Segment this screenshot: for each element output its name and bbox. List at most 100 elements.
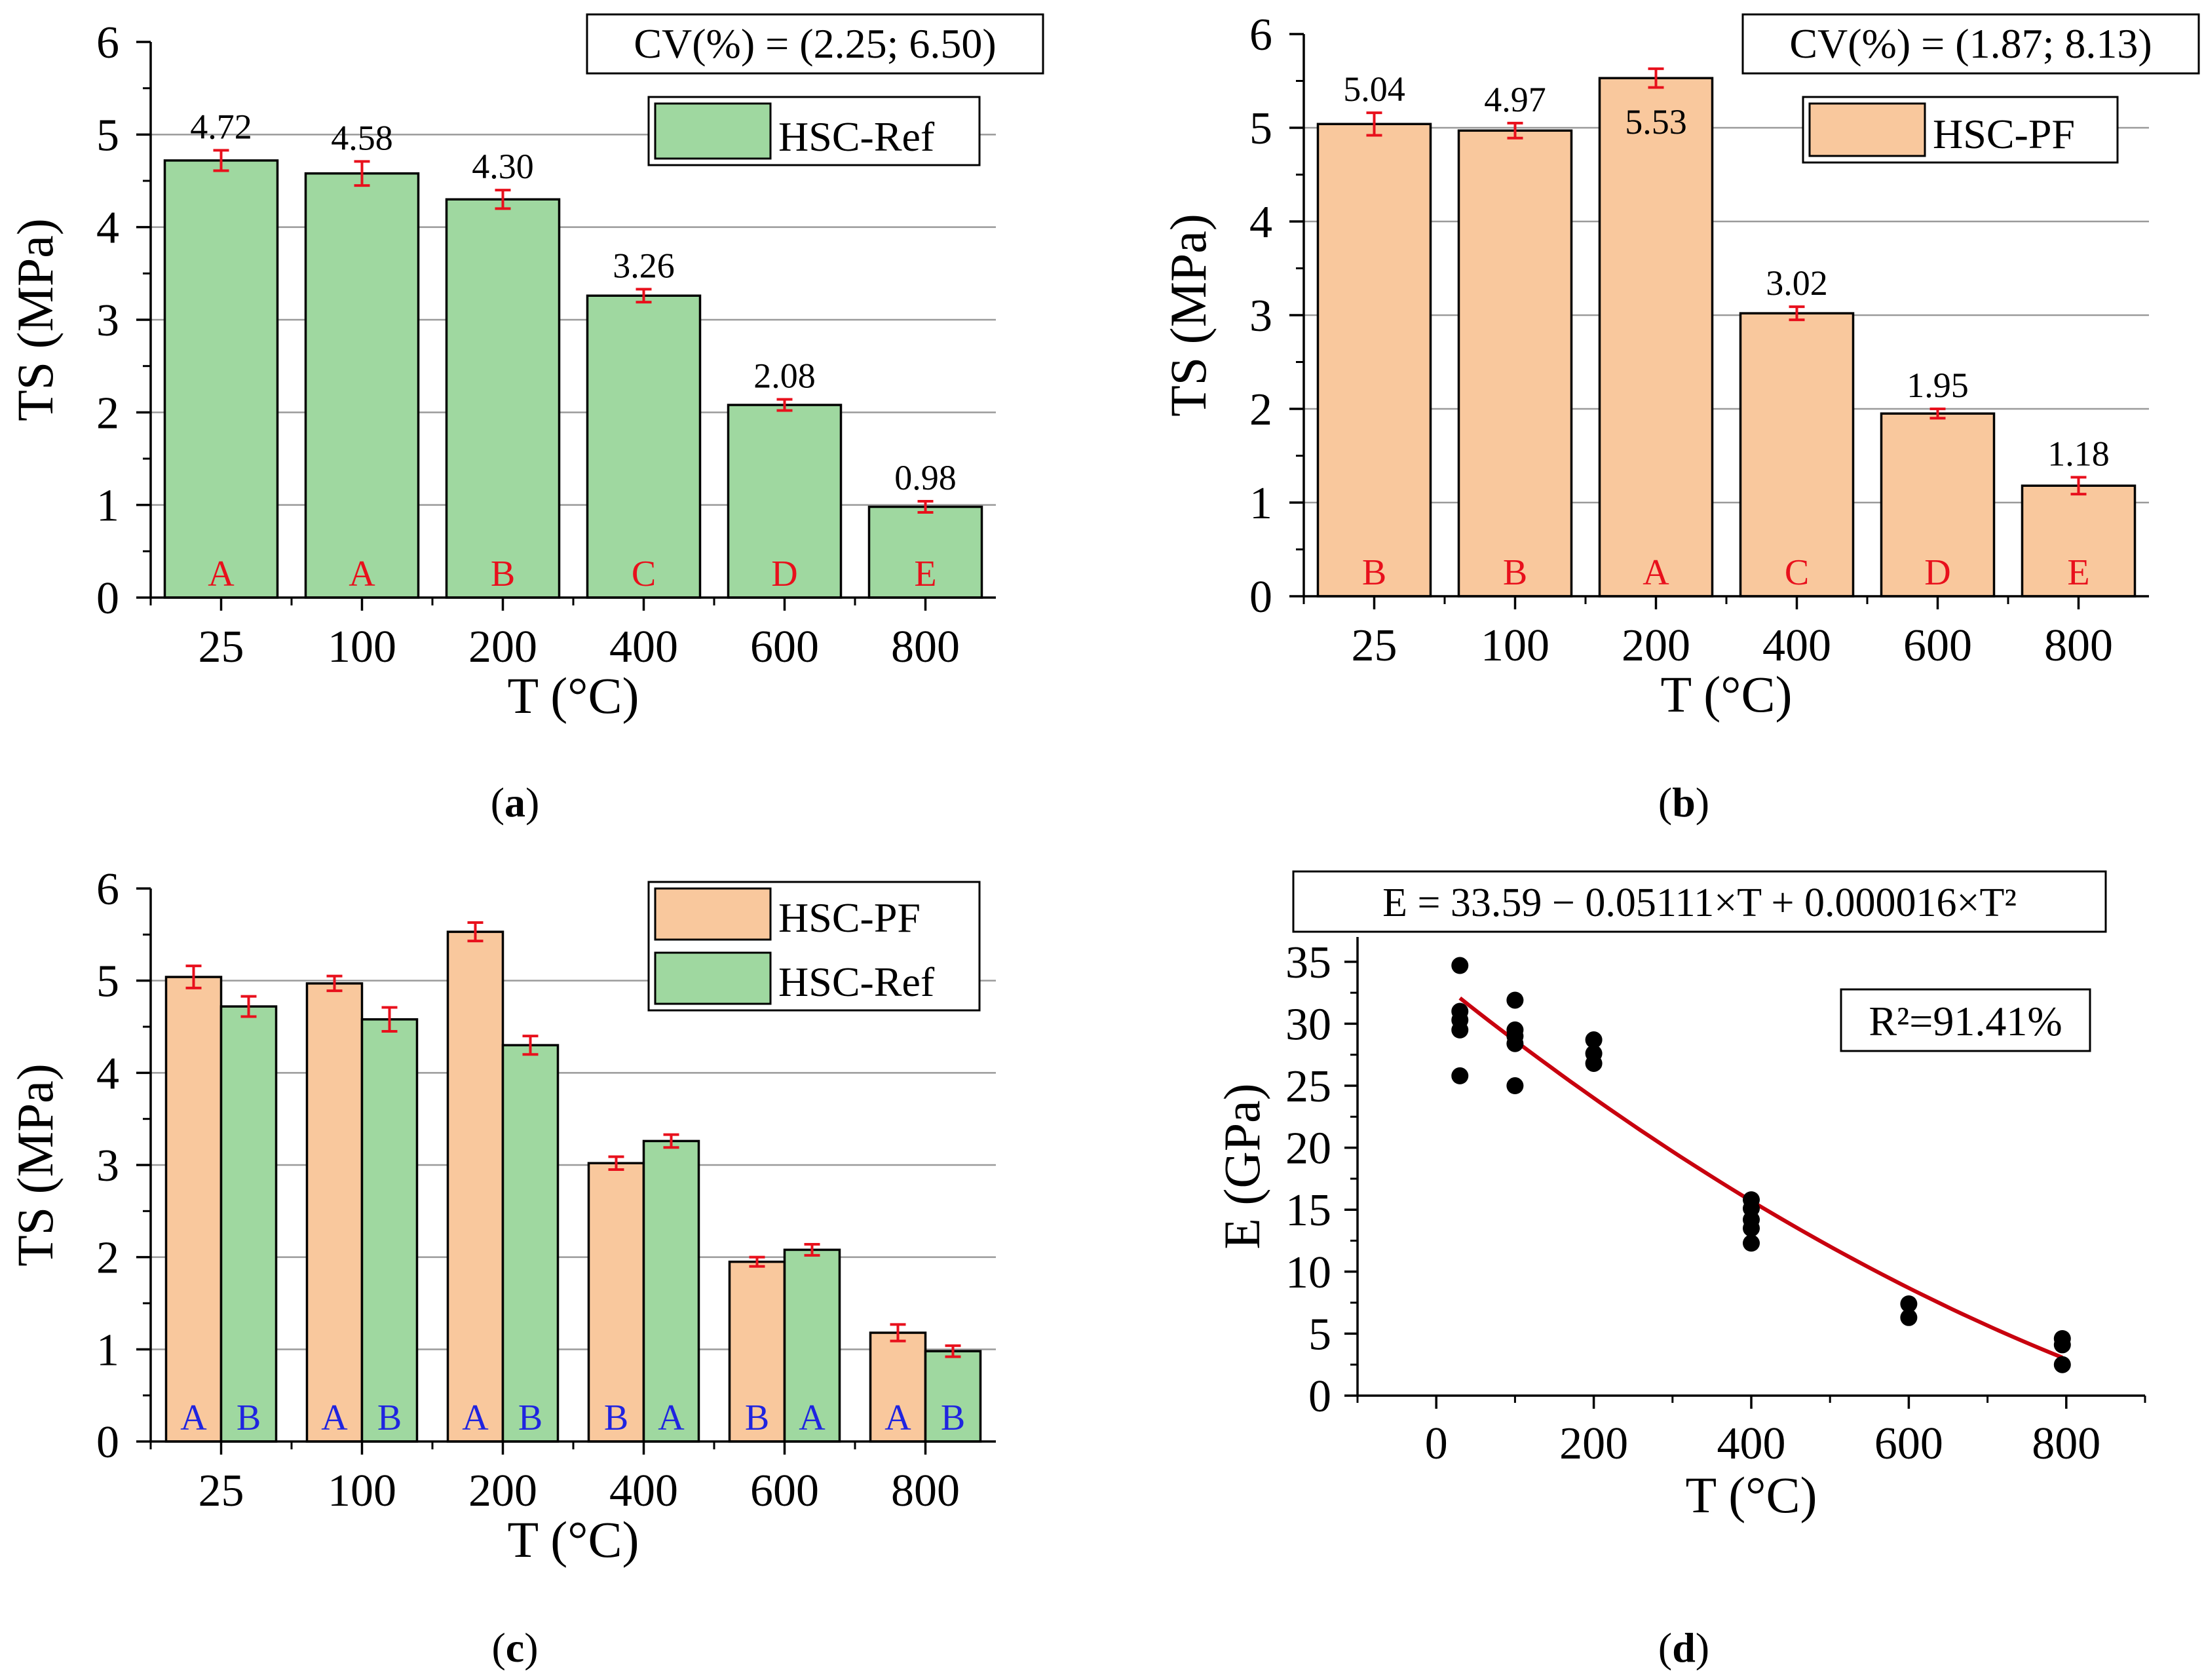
error-bar bbox=[890, 1323, 906, 1343]
group-letter: E bbox=[914, 554, 936, 594]
cv-annotation: CV(%) = (2.25; 6.50) bbox=[634, 20, 996, 67]
y-tick-label: 1 bbox=[96, 1325, 119, 1375]
x-tick-label: 400 bbox=[1717, 1419, 1786, 1469]
x-tick-label: 600 bbox=[1903, 620, 1972, 671]
data-point bbox=[1743, 1234, 1760, 1252]
group-letter: B bbox=[237, 1398, 261, 1438]
bar-hsc-pf-25 bbox=[164, 976, 223, 1443]
r2-box bbox=[1840, 988, 2091, 1052]
group-letter: C bbox=[632, 554, 656, 594]
panel-label-close: ) bbox=[525, 779, 539, 826]
x-tick-label: 100 bbox=[328, 622, 396, 672]
error-bar bbox=[1648, 67, 1664, 89]
x-tick-label: 400 bbox=[1762, 620, 1831, 671]
bar-hsc-ref-400 bbox=[586, 294, 702, 599]
r2-label: R²=91.41% bbox=[1869, 998, 2062, 1044]
group-letter: B bbox=[1503, 552, 1527, 593]
x-tick-label: 100 bbox=[328, 1466, 396, 1516]
fit-equation: E = 33.59 − 0.05111×T + 0.000016×T² bbox=[1382, 881, 2017, 925]
y-tick-label: 4 bbox=[96, 1048, 119, 1099]
panel-b: 5.04 B 4.97 B 5.53 A 3.02 C 1.95 D 1.18 E 0 1 2 3 4 5 6 25 1… bbox=[1160, 10, 2200, 826]
error-bar bbox=[2070, 476, 2087, 496]
x-tick-label: 600 bbox=[750, 622, 819, 672]
value-label: 1.18 bbox=[2047, 434, 2110, 473]
cv-annotation-box bbox=[586, 13, 1044, 75]
y-tick-label: 5 bbox=[96, 957, 119, 1007]
bar-hsc-ref-400 bbox=[642, 1139, 700, 1443]
bar-hsc-pf-100 bbox=[305, 982, 364, 1443]
legend-swatch bbox=[1808, 102, 1926, 157]
group-letter: A bbox=[208, 554, 235, 594]
bar-hsc-pf-200 bbox=[1598, 77, 1714, 598]
legend: HSC-PF bbox=[1802, 96, 2119, 164]
group-letter: A bbox=[1643, 552, 1669, 593]
panel-label: (b) bbox=[1658, 779, 1709, 826]
panel-label-open: ( bbox=[1658, 1624, 1672, 1671]
group-letter: A bbox=[349, 554, 375, 594]
x-tick-label: 200 bbox=[468, 1466, 537, 1516]
y-tick-label: 5 bbox=[96, 110, 119, 161]
y-tick-label: 35 bbox=[1285, 938, 1331, 988]
y-tick-label: 25 bbox=[1285, 1061, 1331, 1112]
x-tick-label: 200 bbox=[468, 622, 537, 672]
y-tick-label: 20 bbox=[1285, 1124, 1331, 1174]
panel-label-close: ) bbox=[1696, 1624, 1709, 1671]
x-tick-label: 400 bbox=[609, 622, 678, 672]
bar-hsc-pf-200 bbox=[446, 930, 504, 1443]
value-label: 5.53 bbox=[1625, 102, 1687, 142]
y-tick-label: 4 bbox=[1249, 197, 1272, 248]
group-letter: B bbox=[377, 1398, 402, 1438]
group-letter: A bbox=[321, 1398, 348, 1438]
y-tick-label: 4 bbox=[96, 203, 119, 254]
group-letter: A bbox=[799, 1398, 826, 1438]
y-tick-label: 6 bbox=[96, 864, 119, 915]
panel-label-open: ( bbox=[1658, 779, 1672, 826]
group-letter: B bbox=[941, 1398, 965, 1438]
y-tick-label: 3 bbox=[96, 1141, 119, 1191]
bar-hsc-ref-100 bbox=[360, 1018, 419, 1443]
group-letter: D bbox=[1924, 552, 1950, 593]
legend: HSC-Ref bbox=[647, 96, 981, 166]
x-tick-label: 800 bbox=[891, 622, 960, 672]
error-bar bbox=[1507, 121, 1523, 140]
error-bar bbox=[185, 964, 202, 989]
y-tick-label: 30 bbox=[1285, 999, 1331, 1050]
y-axis-title: TS (MPa) bbox=[7, 218, 64, 421]
group-letter: B bbox=[491, 554, 515, 594]
x-tick-label: 800 bbox=[891, 1466, 960, 1516]
legend-label: HSC-PF bbox=[778, 894, 921, 941]
cv-annotation: CV(%) = (1.87; 8.13) bbox=[1789, 20, 2152, 67]
y-axis-title: E (GPa) bbox=[1213, 1083, 1270, 1249]
error-bar bbox=[608, 1155, 624, 1172]
legend-swatch bbox=[654, 951, 772, 1005]
group-letter: B bbox=[1362, 552, 1386, 593]
group-letter: A bbox=[884, 1398, 911, 1438]
legend-label: HSC-Ref bbox=[778, 959, 935, 1005]
y-tick-label: 6 bbox=[96, 18, 119, 68]
y-tick-label: 5 bbox=[1249, 104, 1272, 154]
group-letter: D bbox=[771, 554, 797, 594]
x-tick-label: 800 bbox=[2044, 620, 2113, 671]
bar-hsc-pf-800 bbox=[2021, 484, 2137, 598]
group-letter: B bbox=[604, 1398, 628, 1438]
bar-hsc-ref-800 bbox=[867, 505, 983, 599]
panel-a: 4.72 A 4.58 A 4.30 B 3.26 C 2.08 D 0.98 E 0 1 2 3 4 5 6 25 1… bbox=[7, 13, 1044, 826]
error-bar bbox=[1789, 305, 1805, 322]
value-label: 5.04 bbox=[1343, 69, 1405, 109]
x-tick-label: 100 bbox=[1481, 620, 1549, 671]
y-tick-label: 0 bbox=[96, 573, 119, 624]
panel-label-letter: a bbox=[504, 779, 525, 826]
value-label: 1.95 bbox=[1907, 366, 1969, 405]
data-point bbox=[1451, 1067, 1469, 1084]
y-axis-title: TS (MPa) bbox=[7, 1063, 64, 1267]
y-tick-label: 0 bbox=[1249, 572, 1272, 622]
legend-label: HSC-Ref bbox=[778, 113, 935, 160]
y-tick-label: 2 bbox=[96, 1233, 119, 1284]
x-tick-label: 200 bbox=[1622, 620, 1690, 671]
group-letter: C bbox=[1785, 552, 1809, 593]
error-bar bbox=[804, 1242, 820, 1257]
y-tick-label: 3 bbox=[1249, 291, 1272, 341]
data-point bbox=[1743, 1219, 1760, 1237]
